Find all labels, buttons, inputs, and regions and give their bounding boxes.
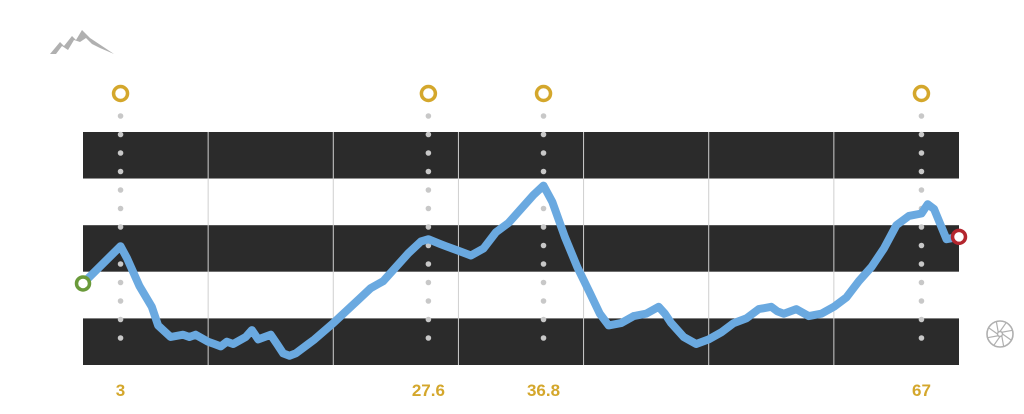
marker-dot [117, 261, 124, 267]
background-band [83, 132, 959, 179]
marker-dot [117, 298, 124, 304]
marker-dot [540, 335, 547, 341]
marker-dot [425, 316, 432, 323]
km-marker-label: 3 [116, 381, 125, 400]
marker-dot [540, 279, 547, 286]
km-markers [111, 84, 931, 103]
background-band [83, 225, 959, 272]
mountain-icon [50, 30, 114, 54]
end-point [950, 228, 968, 246]
marker-dot [425, 113, 432, 119]
km-marker [912, 84, 931, 103]
marker-dot [918, 279, 925, 286]
bike-wheel-icon [986, 320, 1014, 348]
start-point [74, 275, 92, 292]
marker-dot [425, 205, 432, 212]
marker-dot [117, 168, 124, 175]
marker-dot [918, 335, 925, 341]
marker-dotted-lines [117, 113, 925, 341]
marker-dot [117, 187, 124, 193]
marker-dot [540, 242, 547, 249]
marker-dot [540, 131, 547, 138]
marker-dot [425, 298, 432, 304]
marker-dot [117, 131, 124, 138]
marker-dot [918, 224, 925, 230]
marker-dot [425, 261, 432, 267]
background-band [83, 178, 959, 226]
km-marker-labels: 3 27.6 36.8 67 [116, 381, 931, 400]
marker-dot [918, 261, 925, 267]
marker-dot [540, 224, 547, 230]
marker-dot [540, 150, 547, 156]
marker-dot [117, 113, 124, 119]
marker-dot [425, 224, 432, 230]
marker-dot [540, 298, 547, 304]
marker-dot [117, 279, 124, 286]
marker-dot [425, 242, 432, 249]
marker-dot [918, 113, 925, 119]
route-endpoints [74, 228, 968, 292]
marker-dot [540, 261, 547, 267]
marker-dot [540, 316, 547, 323]
km-marker-label: 67 [912, 381, 931, 400]
marker-dot [117, 335, 124, 341]
marker-dot [918, 150, 925, 156]
km-marker [111, 84, 130, 103]
km-marker-label: 27.6 [412, 381, 445, 400]
marker-dot [918, 168, 925, 175]
marker-dot [425, 131, 432, 138]
marker-dot [425, 187, 432, 193]
marker-dot [425, 150, 432, 156]
marker-dot [540, 168, 547, 175]
marker-dot [918, 131, 925, 138]
elevation-line [79, 181, 963, 360]
marker-dot [425, 168, 432, 175]
marker-dot [540, 205, 547, 212]
marker-dot [918, 187, 925, 193]
km-marker [534, 84, 553, 103]
km-marker-label: 36.8 [527, 381, 560, 400]
marker-dot [918, 242, 925, 249]
km-marker [419, 84, 438, 103]
marker-dot [918, 298, 925, 304]
marker-dot [425, 335, 432, 341]
marker-dot [918, 316, 925, 323]
marker-dot [425, 279, 432, 286]
marker-dot [117, 205, 124, 212]
background-bands [83, 132, 959, 365]
marker-dot [117, 224, 124, 230]
background-band [83, 271, 959, 319]
marker-dot [540, 113, 547, 119]
marker-dot [117, 316, 124, 323]
marker-dot [117, 150, 124, 156]
